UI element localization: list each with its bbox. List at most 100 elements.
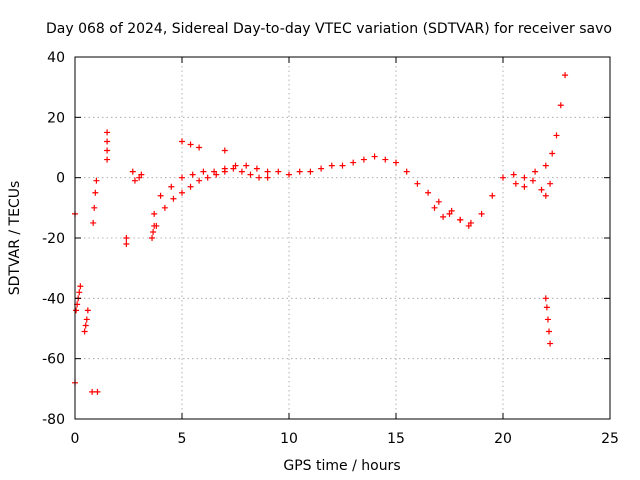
data-point bbox=[211, 168, 218, 175]
data-point bbox=[538, 186, 545, 193]
data-point bbox=[136, 174, 143, 181]
x-tick-label: 15 bbox=[387, 431, 405, 447]
data-point bbox=[243, 162, 250, 169]
data-point bbox=[104, 138, 111, 145]
chart-title: Day 068 of 2024, Sidereal Day-to-day VTE… bbox=[46, 21, 612, 37]
data-point bbox=[138, 171, 145, 178]
data-point bbox=[275, 168, 282, 175]
x-tick-label: 10 bbox=[280, 431, 298, 447]
data-point bbox=[179, 138, 185, 145]
data-series bbox=[72, 129, 554, 395]
data-point bbox=[149, 235, 156, 241]
data-point bbox=[457, 216, 464, 223]
data-point bbox=[82, 322, 89, 329]
data-point bbox=[393, 159, 399, 166]
data-point bbox=[157, 192, 164, 199]
data-point bbox=[238, 168, 245, 175]
data-point bbox=[296, 168, 303, 175]
data-point bbox=[84, 307, 91, 314]
data-point bbox=[151, 222, 158, 229]
y-tick-label: -80 bbox=[42, 412, 65, 428]
y-tick-label: -40 bbox=[42, 291, 65, 307]
data-point bbox=[414, 180, 421, 187]
data-point bbox=[562, 72, 569, 79]
data-point bbox=[286, 171, 292, 178]
data-point bbox=[131, 177, 138, 184]
data-point bbox=[307, 168, 314, 175]
data-point bbox=[264, 174, 271, 181]
data-point bbox=[179, 189, 185, 196]
data-point bbox=[187, 141, 194, 148]
data-point bbox=[204, 174, 211, 181]
data-point bbox=[500, 174, 506, 181]
x-tick-label: 25 bbox=[601, 431, 619, 447]
x-tick-label: 20 bbox=[494, 431, 512, 447]
data-point bbox=[543, 304, 550, 311]
data-point bbox=[529, 177, 536, 184]
data-point bbox=[81, 328, 88, 335]
data-point bbox=[221, 147, 228, 154]
data-point bbox=[440, 213, 447, 220]
data-point bbox=[547, 340, 554, 347]
data-point bbox=[129, 168, 136, 175]
data-point bbox=[93, 177, 100, 184]
data-point bbox=[83, 316, 90, 323]
data-point bbox=[549, 150, 556, 157]
data-point bbox=[104, 147, 111, 154]
data-point bbox=[542, 192, 549, 199]
data-point bbox=[403, 168, 410, 175]
y-tick-label: -60 bbox=[42, 352, 65, 368]
data-point bbox=[264, 168, 271, 175]
data-point bbox=[546, 328, 553, 335]
data-point bbox=[489, 192, 496, 199]
data-point bbox=[467, 219, 474, 226]
data-point bbox=[510, 171, 517, 178]
data-point bbox=[435, 198, 442, 205]
data-point bbox=[382, 156, 389, 163]
data-point bbox=[478, 210, 485, 217]
y-tick-label: 0 bbox=[56, 171, 65, 187]
grid bbox=[75, 57, 610, 419]
axis-ticks bbox=[74, 56, 611, 420]
x-tick-labels: 0 5 10 15 20 25 bbox=[71, 431, 619, 447]
data-point bbox=[448, 207, 455, 214]
data-point bbox=[92, 189, 99, 196]
data-series bbox=[151, 72, 569, 226]
data-point bbox=[77, 283, 84, 290]
y-tick-label: 40 bbox=[47, 50, 65, 66]
data-point bbox=[318, 165, 325, 172]
data-point bbox=[512, 180, 519, 187]
data-point bbox=[123, 235, 130, 241]
data-point bbox=[230, 165, 237, 172]
data-point bbox=[553, 132, 560, 139]
data-point bbox=[196, 177, 203, 184]
y-tick-label: 20 bbox=[47, 110, 65, 126]
data-point bbox=[213, 171, 220, 178]
y-tick-label: -20 bbox=[42, 231, 65, 247]
data-point bbox=[446, 210, 453, 217]
y-axis-label: SDTVAR / TECUs bbox=[7, 181, 23, 296]
data-point bbox=[90, 219, 97, 226]
y-tick-labels: -80 -60 -40 -20 0 20 40 bbox=[42, 50, 65, 428]
data-point bbox=[200, 168, 207, 175]
data-point bbox=[542, 295, 549, 302]
data-point bbox=[557, 102, 564, 109]
x-tick-label: 5 bbox=[178, 431, 187, 447]
data-point bbox=[431, 204, 438, 211]
x-tick-label: 0 bbox=[71, 431, 80, 447]
x-axis-label: GPS time / hours bbox=[283, 458, 400, 474]
data-point bbox=[161, 204, 168, 211]
data-point bbox=[104, 156, 111, 163]
data-point bbox=[360, 156, 367, 163]
data-point bbox=[221, 168, 228, 175]
data-point bbox=[547, 180, 554, 187]
data-point bbox=[94, 388, 101, 395]
data-marks bbox=[72, 72, 569, 395]
data-point bbox=[104, 129, 111, 136]
data-point bbox=[425, 189, 432, 196]
data-point bbox=[339, 162, 346, 169]
data-point bbox=[544, 316, 551, 323]
data-point bbox=[256, 174, 263, 181]
data-point bbox=[196, 144, 203, 151]
